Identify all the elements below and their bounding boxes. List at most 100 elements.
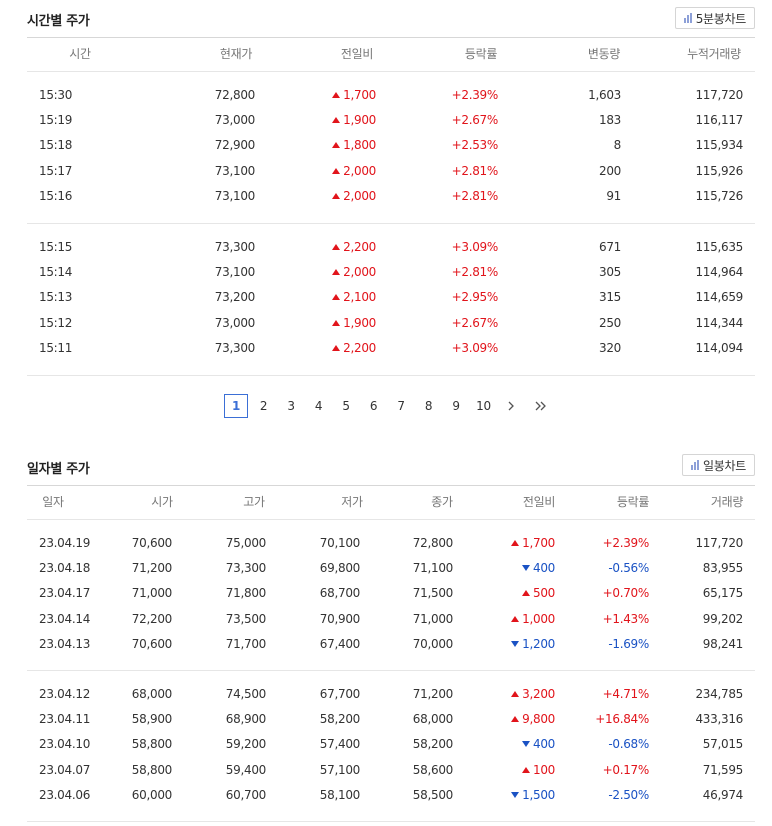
page-10-button[interactable]: 10 bbox=[476, 399, 491, 413]
table-row: 15:14 73,100 2,000 +2.81% 305 114,964 bbox=[27, 260, 755, 285]
intraday-cell-change: 2,000 bbox=[332, 159, 376, 184]
page-2-button[interactable]: 2 bbox=[259, 399, 268, 413]
table-row: 23.04.19 70,600 75,000 70,100 72,800 1,700 +2.… bbox=[27, 531, 755, 556]
daily-change-value: 1,000 bbox=[522, 611, 555, 626]
daily-cell-high: 71,800 bbox=[225, 586, 267, 601]
daily-cell-high: 73,300 bbox=[225, 561, 267, 576]
intraday-cell-rate: +2.67% bbox=[451, 315, 499, 330]
intraday-header-vol: 변동량 bbox=[587, 47, 621, 61]
intraday-header-change: 전일비 bbox=[340, 47, 374, 61]
daily-cell-rate: -1.69% bbox=[608, 636, 649, 651]
intraday-cell-change: 2,000 bbox=[332, 184, 376, 209]
table-row: 15:12 73,000 1,900 +2.67% 250 114,344 bbox=[27, 311, 755, 336]
daily-cell-close: 70,000 bbox=[412, 636, 454, 651]
intraday-cell-rate: +2.81% bbox=[451, 188, 499, 203]
intraday-cell-price: 73,100 bbox=[214, 163, 256, 178]
daily-change-value: 1,200 bbox=[522, 636, 555, 651]
daily-cell-high: 59,200 bbox=[225, 737, 267, 752]
daily-cell-change: 400 bbox=[521, 556, 555, 581]
intraday-cell-change: 2,000 bbox=[332, 260, 376, 285]
daily-cell-date: 23.04.18 bbox=[39, 561, 91, 576]
intraday-cell-price: 73,300 bbox=[214, 340, 256, 355]
daily-cell-open: 58,900 bbox=[131, 712, 173, 727]
double-chevron-right-icon[interactable] bbox=[529, 394, 553, 418]
intraday-cell-cum: 115,726 bbox=[695, 188, 743, 203]
daily-cell-rate: +0.17% bbox=[602, 762, 650, 777]
intraday-cell-change: 1,900 bbox=[332, 311, 376, 336]
intraday-cell-time: 15:11 bbox=[39, 340, 73, 355]
triangle-up-icon bbox=[332, 192, 341, 199]
daily-chart-button[interactable]: 일봉차트 bbox=[682, 454, 755, 476]
intraday-cell-vol: 320 bbox=[598, 340, 621, 355]
5min-chart-button[interactable]: 5분봉차트 bbox=[674, 7, 755, 29]
triangle-up-icon bbox=[332, 319, 341, 326]
intraday-cell-change: 1,700 bbox=[332, 83, 376, 108]
page-5-button[interactable]: 5 bbox=[342, 399, 350, 413]
daily-table-bottom-border bbox=[27, 821, 755, 822]
page-4-button[interactable]: 4 bbox=[314, 399, 323, 413]
triangle-up-icon bbox=[511, 691, 520, 697]
daily-cell-change: 1,000 bbox=[511, 607, 555, 632]
page-7-button[interactable]: 7 bbox=[397, 399, 405, 413]
daily-cell-high: 60,700 bbox=[225, 787, 267, 802]
table-row: 15:30 72,800 1,700 +2.39% 1,603 117,720 bbox=[27, 83, 755, 108]
intraday-cell-vol: 91 bbox=[606, 188, 621, 203]
intraday-cell-change: 2,200 bbox=[332, 235, 376, 260]
intraday-cell-vol: 671 bbox=[598, 240, 621, 254]
daily-cell-vol: 57,015 bbox=[702, 737, 744, 752]
intraday-cell-change: 2,100 bbox=[332, 285, 376, 310]
intraday-change-value: 2,000 bbox=[343, 163, 376, 178]
intraday-cell-rate: +3.09% bbox=[451, 240, 499, 254]
daily-cell-date: 23.04.06 bbox=[39, 787, 91, 802]
daily-cell-low: 57,400 bbox=[319, 737, 361, 752]
page-9-button[interactable]: 9 bbox=[452, 399, 460, 413]
triangle-down-icon bbox=[521, 565, 530, 572]
intraday-change-value: 1,900 bbox=[343, 113, 376, 128]
daily-cell-vol: 71,595 bbox=[702, 762, 744, 777]
intraday-cell-price: 73,100 bbox=[214, 265, 256, 280]
daily-cell-vol: 234,785 bbox=[695, 687, 743, 701]
daily-cell-high: 59,400 bbox=[225, 762, 267, 777]
intraday-change-value: 1,900 bbox=[343, 315, 376, 330]
daily-cell-close: 58,600 bbox=[412, 762, 454, 777]
daily-cell-rate: -0.68% bbox=[608, 737, 649, 752]
intraday-cell-price: 73,300 bbox=[214, 240, 256, 254]
daily-cell-high: 74,500 bbox=[225, 687, 267, 701]
daily-header-rate: 등락률 bbox=[616, 495, 650, 509]
5min-chart-button-label: 5분봉차트 bbox=[695, 11, 747, 26]
intraday-cell-cum: 115,934 bbox=[695, 138, 743, 153]
daily-cell-change: 500 bbox=[521, 581, 555, 606]
daily-cell-vol: 83,955 bbox=[702, 561, 744, 576]
daily-cell-rate: -0.56% bbox=[608, 561, 649, 576]
triangle-up-icon bbox=[332, 117, 341, 124]
intraday-table-top-border bbox=[27, 37, 755, 38]
intraday-cell-vol: 305 bbox=[598, 265, 621, 280]
table-row: 23.04.13 70,600 71,700 67,400 70,000 1,200 -1.… bbox=[27, 632, 755, 657]
intraday-header-time: 시간 bbox=[69, 47, 91, 61]
chevron-right-icon[interactable] bbox=[499, 394, 523, 418]
intraday-change-value: 2,200 bbox=[343, 240, 376, 254]
daily-change-value: 1,700 bbox=[522, 536, 555, 550]
page-8-button[interactable]: 8 bbox=[424, 399, 433, 413]
daily-cell-change: 3,200 bbox=[511, 682, 555, 707]
intraday-change-value: 1,700 bbox=[343, 88, 376, 102]
daily-table-header: 일자 시가 고가 저가 종가 전일비 등락률 거래량 bbox=[27, 485, 755, 519]
intraday-cell-cum: 114,094 bbox=[695, 340, 743, 355]
intraday-cell-cum: 114,344 bbox=[695, 315, 743, 330]
triangle-up-icon bbox=[521, 590, 530, 597]
pagination: 1 2 3 4 5 6 7 8 9 10 bbox=[224, 394, 553, 418]
page-1-button[interactable]: 1 bbox=[224, 394, 248, 418]
triangle-up-icon bbox=[332, 244, 341, 250]
page-6-button[interactable]: 6 bbox=[369, 399, 378, 413]
intraday-cell-time: 15:15 bbox=[39, 240, 73, 254]
daily-cell-date: 23.04.19 bbox=[39, 536, 91, 550]
triangle-up-icon bbox=[332, 269, 341, 276]
triangle-up-icon bbox=[332, 167, 341, 174]
intraday-cell-time: 15:18 bbox=[39, 138, 73, 153]
page-3-button[interactable]: 3 bbox=[287, 399, 295, 413]
daily-cell-rate: -2.50% bbox=[608, 787, 649, 802]
daily-cell-low: 70,900 bbox=[319, 611, 361, 626]
daily-cell-close: 58,500 bbox=[412, 787, 454, 802]
daily-cell-close: 71,200 bbox=[412, 687, 454, 701]
daily-cell-change: 400 bbox=[521, 732, 555, 757]
